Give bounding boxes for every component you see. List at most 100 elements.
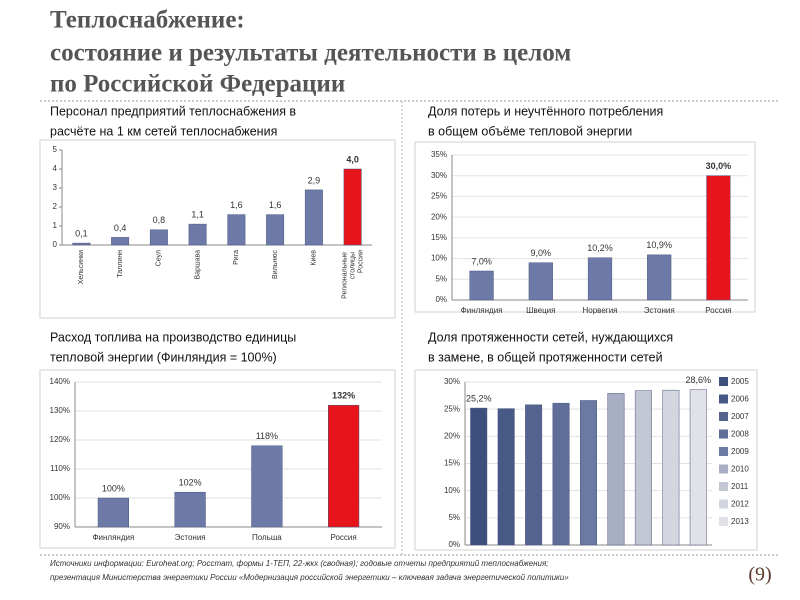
bar bbox=[266, 214, 285, 246]
chart-title: в общем объёме тепловой энергии bbox=[428, 124, 632, 138]
bar bbox=[469, 270, 494, 301]
y-tick-label: 1 bbox=[53, 221, 58, 230]
legend-label: 2005 bbox=[731, 377, 749, 386]
chart-frame bbox=[39, 369, 396, 549]
y-tick-label: 100% bbox=[50, 493, 70, 502]
legend-label: 2008 bbox=[731, 430, 749, 439]
y-tick-label: 5% bbox=[435, 274, 447, 283]
y-tick-label: 110% bbox=[50, 464, 70, 473]
chart-title: Доля протяженности сетей, нуждающихся bbox=[428, 330, 673, 344]
value-label: 28,6% bbox=[686, 375, 712, 385]
bar bbox=[528, 262, 553, 301]
source: Источники информации: Euroheat.org; Росс… bbox=[50, 559, 548, 568]
legend-swatch bbox=[719, 447, 728, 456]
chart-frame bbox=[414, 141, 756, 313]
value-label: 9,0% bbox=[531, 248, 552, 258]
chart-title: тепловой энергии (Финляндия = 100%) bbox=[50, 350, 277, 364]
y-tick-label: 4 bbox=[53, 164, 58, 173]
bar bbox=[72, 242, 91, 246]
bar bbox=[188, 223, 207, 246]
bar bbox=[328, 404, 360, 528]
legend-label: 2010 bbox=[731, 465, 749, 474]
y-tick-label: 20% bbox=[444, 431, 460, 440]
value-label: 30,0% bbox=[706, 161, 732, 171]
x-tick-label: Швеция bbox=[526, 306, 555, 315]
value-label: 132% bbox=[332, 391, 355, 401]
value-label: 102% bbox=[179, 478, 202, 488]
y-tick-label: 10% bbox=[444, 486, 460, 495]
bar bbox=[580, 400, 597, 546]
value-label: 118% bbox=[256, 431, 278, 441]
x-tick-label: Норвегия bbox=[582, 306, 617, 315]
value-label: 1,6 bbox=[230, 200, 243, 210]
legend-swatch bbox=[719, 394, 728, 404]
bar bbox=[587, 257, 613, 301]
legend-label: 2013 bbox=[731, 517, 749, 526]
value-label: 0,8 bbox=[153, 215, 166, 225]
legend-label: 2007 bbox=[731, 412, 749, 421]
y-tick-label: 3 bbox=[53, 183, 58, 192]
value-label: 0,4 bbox=[114, 223, 127, 233]
legend-label: 2009 bbox=[731, 447, 749, 456]
bar bbox=[111, 237, 130, 246]
chart-title: Расход топлива на производство единицы bbox=[50, 330, 296, 344]
legend-swatch bbox=[719, 412, 728, 421]
legend-label: 2006 bbox=[731, 395, 749, 404]
legend-swatch bbox=[719, 499, 728, 509]
y-tick-label: 15% bbox=[444, 459, 460, 468]
x-tick-label: Варшава bbox=[194, 250, 201, 280]
y-tick-label: 25% bbox=[431, 192, 447, 201]
x-tick-label: Сеул bbox=[156, 250, 163, 266]
value-label: 10,2% bbox=[587, 243, 613, 253]
bar bbox=[227, 214, 246, 246]
bar bbox=[647, 254, 672, 301]
bar bbox=[525, 404, 543, 546]
bar bbox=[174, 491, 206, 528]
x-tick-label: Эстония bbox=[644, 306, 675, 315]
value-label: 2,9 bbox=[308, 175, 321, 185]
legend-swatch bbox=[719, 482, 728, 491]
legend-swatch bbox=[719, 377, 728, 386]
y-tick-label: 35% bbox=[431, 150, 447, 159]
y-tick-label: 0 bbox=[53, 240, 58, 249]
slide-title: состояние и результаты деятельности в це… bbox=[50, 40, 571, 67]
y-tick-label: 20% bbox=[431, 212, 447, 221]
bar bbox=[689, 389, 707, 546]
chart-title: Персонал предприятий теплоснабжения в bbox=[50, 104, 296, 118]
bar bbox=[662, 389, 680, 546]
x-tick-label: Хельсинки bbox=[78, 250, 85, 284]
y-tick-label: 140% bbox=[50, 377, 70, 386]
legend-swatch bbox=[719, 429, 728, 439]
value-label: 100% bbox=[102, 483, 125, 493]
x-tick-label: Эстония bbox=[175, 533, 206, 542]
y-tick-label: 30% bbox=[431, 171, 447, 180]
y-tick-label: 5% bbox=[448, 513, 460, 522]
bar bbox=[607, 393, 625, 546]
x-tick-label: Россия bbox=[705, 306, 731, 315]
y-tick-label: 0% bbox=[448, 540, 460, 549]
y-tick-label: 15% bbox=[431, 233, 447, 242]
x-tick-label: Россия bbox=[331, 533, 357, 542]
y-tick-label: 130% bbox=[50, 406, 70, 415]
value-label: 10,9% bbox=[646, 240, 672, 250]
bar bbox=[552, 402, 570, 546]
value-label: 1,6 bbox=[269, 200, 282, 210]
value-label: 25,2% bbox=[466, 393, 492, 403]
chart-title: Доля потерь и неучтённого потребления bbox=[428, 104, 663, 118]
y-tick-label: 2 bbox=[53, 202, 58, 211]
chart-frame bbox=[39, 139, 396, 319]
y-tick-label: 5 bbox=[53, 145, 58, 154]
source: презентация Министерства энергетики Росс… bbox=[50, 573, 569, 582]
bar bbox=[470, 407, 488, 546]
legend-label: 2012 bbox=[731, 500, 749, 509]
chart-frame bbox=[414, 369, 758, 551]
bar bbox=[497, 408, 515, 546]
bar bbox=[304, 189, 323, 246]
bar bbox=[97, 497, 129, 528]
y-tick-label: 120% bbox=[50, 435, 70, 444]
bar bbox=[343, 168, 362, 246]
value-label: 1,1 bbox=[191, 209, 204, 219]
legend-label: 2011 bbox=[731, 482, 749, 491]
chart-title: в замене, в общей протяженности сетей bbox=[428, 350, 663, 364]
